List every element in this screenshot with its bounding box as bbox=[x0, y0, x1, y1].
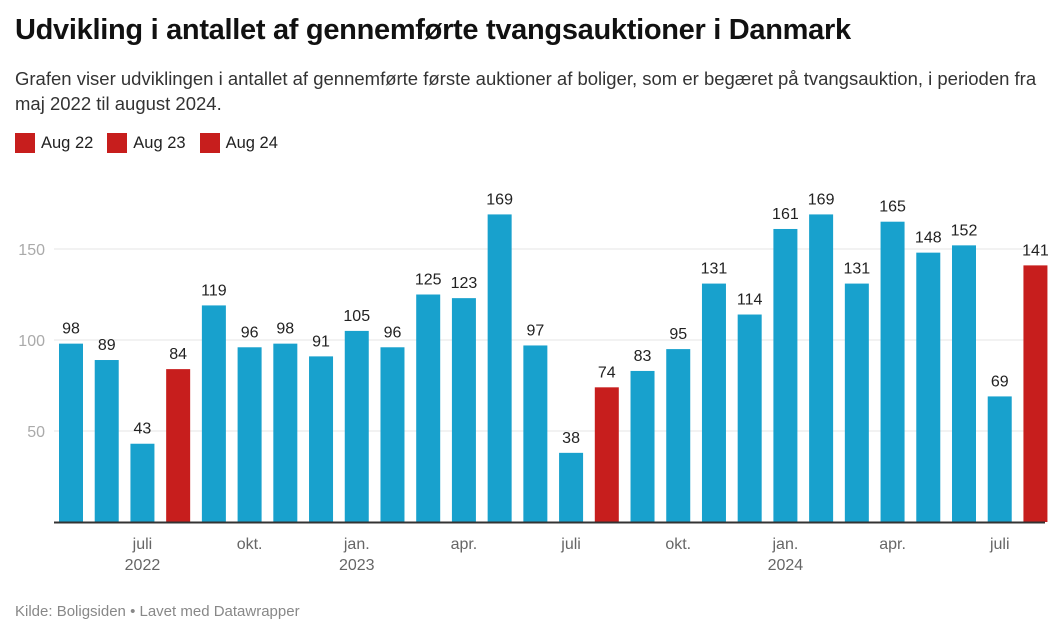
bar-2023-04 bbox=[451, 298, 476, 522]
bar-2023-01 bbox=[344, 330, 369, 522]
value-label-2022-06: 89 bbox=[98, 337, 116, 354]
bar-2024-02 bbox=[809, 214, 834, 523]
value-label-2023-03: 125 bbox=[415, 272, 442, 289]
bar-2023-06 bbox=[523, 345, 548, 522]
x-tick-label: okt. bbox=[665, 536, 691, 553]
bar-2023-08 bbox=[594, 387, 619, 522]
bar-2022-09 bbox=[201, 305, 226, 522]
y-tick-label: 150 bbox=[18, 242, 45, 259]
value-label-2024-02: 169 bbox=[808, 191, 835, 208]
bar-2023-03 bbox=[416, 294, 441, 522]
bar-2024-04 bbox=[880, 221, 905, 522]
bar-2022-06 bbox=[94, 360, 119, 522]
bar-2023-12 bbox=[737, 314, 762, 522]
x-tick-label: apr. bbox=[451, 536, 478, 553]
value-label-2023-08: 74 bbox=[598, 364, 616, 381]
value-label-2023-11: 131 bbox=[701, 261, 728, 278]
bar-2022-05 bbox=[59, 343, 83, 522]
bar-2022-11 bbox=[273, 343, 298, 522]
bar-2024-06 bbox=[952, 245, 976, 523]
bar-2023-05 bbox=[487, 214, 512, 523]
x-tick-label: juli bbox=[132, 536, 153, 553]
legend-swatch bbox=[15, 133, 35, 153]
bar-2024-01 bbox=[773, 228, 798, 523]
bar-2022-07 bbox=[130, 443, 155, 522]
value-label-2022-09: 119 bbox=[201, 282, 227, 299]
legend-item-aug22: Aug 22 bbox=[15, 133, 93, 153]
value-label-2023-04: 123 bbox=[451, 275, 478, 292]
y-tick-label: 100 bbox=[18, 333, 45, 350]
y-tick-label: 50 bbox=[27, 424, 45, 441]
value-label-2024-08: 141 bbox=[1022, 242, 1049, 259]
source-footer: Kilde: Boligsiden • Lavet med Datawrappe… bbox=[15, 603, 300, 620]
legend-label: Aug 24 bbox=[225, 133, 278, 152]
bar-2023-02 bbox=[380, 347, 405, 522]
bar-2022-12 bbox=[309, 356, 334, 522]
value-label-2024-05: 148 bbox=[915, 230, 942, 247]
x-tick-label: jan. bbox=[343, 536, 370, 553]
value-label-2023-05: 169 bbox=[486, 191, 513, 208]
value-label-2022-10: 96 bbox=[241, 324, 259, 341]
chart-subtitle: Grafen viser udviklingen i antallet af g… bbox=[15, 68, 1037, 114]
value-label-2024-06: 152 bbox=[951, 222, 978, 239]
x-tick-label: jan. bbox=[772, 536, 799, 553]
bar-2022-08 bbox=[166, 369, 191, 522]
value-label-2023-09: 83 bbox=[634, 348, 652, 365]
value-label-2023-10: 95 bbox=[669, 326, 687, 343]
legend-label: Aug 22 bbox=[41, 133, 94, 152]
value-label-2023-07: 38 bbox=[562, 430, 580, 447]
legend-label: Aug 23 bbox=[133, 133, 186, 152]
x-tick-label: okt. bbox=[237, 536, 263, 553]
value-label-2023-12: 114 bbox=[737, 292, 763, 309]
x-tick-year: 2022 bbox=[125, 557, 161, 574]
legend-item-aug24: Aug 24 bbox=[199, 133, 278, 153]
x-tick-label: juli bbox=[560, 536, 581, 553]
value-label-2022-07: 43 bbox=[134, 421, 152, 438]
value-label-2022-11: 98 bbox=[276, 321, 294, 338]
value-label-2023-06: 97 bbox=[526, 322, 544, 339]
x-tick-year: 2024 bbox=[768, 557, 804, 574]
bar-2023-09 bbox=[630, 370, 655, 522]
bar-2023-07 bbox=[559, 452, 584, 522]
bar-2024-07 bbox=[987, 396, 1012, 522]
legend-swatch bbox=[199, 133, 220, 153]
x-tick-year: 2023 bbox=[339, 557, 375, 574]
value-label-2024-01: 161 bbox=[772, 206, 799, 223]
chart-title: Udvikling i antallet af gennemførte tvan… bbox=[15, 14, 851, 46]
bar-2024-08 bbox=[1023, 265, 1048, 522]
bar-2022-10 bbox=[237, 347, 262, 522]
value-label-2023-01: 105 bbox=[343, 308, 370, 325]
value-label-2022-05: 98 bbox=[62, 321, 80, 338]
value-label-2024-04: 165 bbox=[879, 199, 906, 216]
bar-2024-03 bbox=[844, 283, 869, 522]
bar-2023-11 bbox=[701, 283, 726, 522]
x-tick-label: apr. bbox=[879, 536, 906, 553]
value-label-2023-02: 96 bbox=[384, 324, 402, 341]
bar-2024-05 bbox=[916, 252, 941, 522]
x-tick-label: juli bbox=[989, 536, 1010, 553]
bar-2023-10 bbox=[666, 349, 691, 522]
legend-item-aug23: Aug 23 bbox=[107, 133, 186, 153]
legend-swatch bbox=[107, 133, 128, 153]
value-label-2022-12: 91 bbox=[312, 333, 330, 350]
value-label-2024-07: 69 bbox=[991, 373, 1009, 390]
legend: Aug 22 Aug 23 Aug 24 bbox=[15, 133, 292, 153]
value-label-2022-08: 84 bbox=[169, 346, 187, 363]
value-label-2024-03: 131 bbox=[843, 261, 870, 278]
